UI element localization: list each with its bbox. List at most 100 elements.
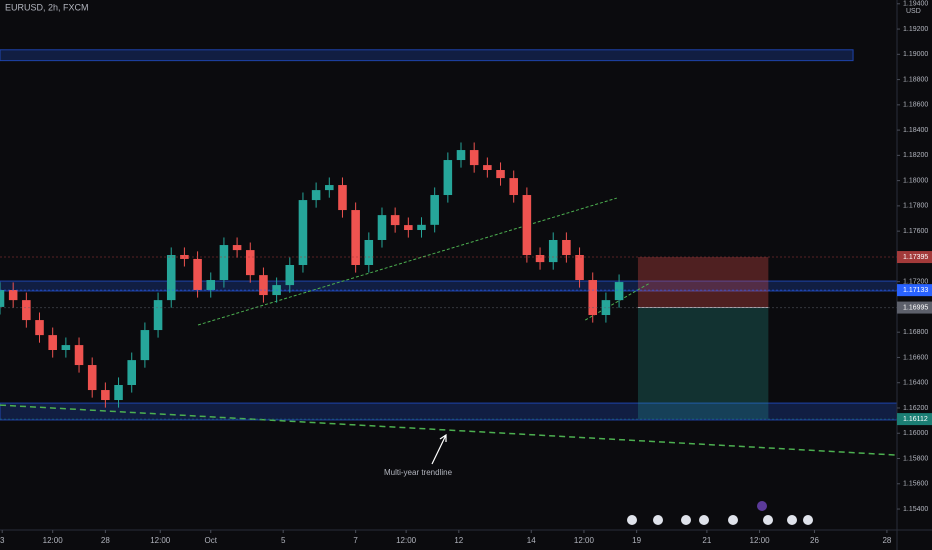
candle-body: [259, 275, 268, 296]
target-zone: [637, 307, 769, 420]
price-label: 1.17133: [903, 287, 928, 294]
candle-body: [298, 200, 308, 265]
y-tick-label: 1.19200: [903, 26, 928, 33]
x-tick-label: 28: [882, 536, 891, 545]
y-tick-label: 1.18800: [903, 76, 928, 83]
currency: USD: [906, 8, 921, 15]
candle-body: [153, 300, 163, 331]
event-icon: [757, 501, 767, 511]
x-tick-label: 19: [632, 536, 641, 545]
candle-body: [417, 224, 426, 231]
y-tick-label: 1.19000: [903, 51, 928, 58]
candle-body: [351, 210, 360, 265]
event-icon: [787, 515, 797, 525]
y-tick-label: 1.17800: [903, 203, 928, 210]
candle-body: [509, 178, 518, 196]
candle-body: [206, 280, 216, 291]
price-label-bg: [897, 251, 932, 264]
event-icon: [763, 515, 773, 525]
price-label: 1.16112: [903, 416, 928, 423]
x-tick-label: 21: [702, 536, 711, 545]
x-tick-label: 12:00: [396, 536, 417, 545]
y-tick-label: 1.16200: [903, 405, 928, 412]
zone: [0, 49, 854, 62]
y-tick-label: 1.15400: [903, 506, 928, 513]
candle-body: [22, 300, 31, 321]
candle-body: [101, 390, 110, 401]
y-tick-label: 1.17600: [903, 228, 928, 235]
price-label: 1.16995: [903, 304, 928, 311]
trendline: [197, 197, 618, 326]
candle-body: [48, 335, 57, 351]
candle-body: [61, 345, 71, 351]
price-label-bg: [897, 301, 932, 314]
x-tick-label: 12:00: [574, 536, 595, 545]
y-tick-label: 1.19400: [903, 1, 928, 8]
candle-body: [193, 258, 202, 291]
candle-body: [522, 195, 532, 256]
candle-body: [390, 215, 400, 226]
candle-body: [285, 265, 295, 286]
candle-body: [127, 360, 136, 385]
candle-body: [588, 280, 598, 316]
candle-body: [430, 195, 439, 225]
candle-body: [245, 250, 255, 276]
candle-body: [562, 239, 571, 256]
candle-body: [456, 150, 466, 161]
annotation: Multi-year trendline: [384, 468, 453, 477]
x-tick-label: 28: [101, 536, 110, 545]
x-tick-label: 12:00: [43, 536, 64, 545]
y-tick-label: 1.16800: [903, 329, 928, 336]
x-tick-label: 5: [281, 536, 286, 545]
candle-body: [404, 225, 413, 231]
event-icon: [681, 515, 691, 525]
event-icon: [653, 515, 663, 525]
candle-body: [0, 290, 5, 307]
candle-body: [114, 384, 123, 401]
price-label-bg: [897, 413, 932, 426]
candle-body: [74, 345, 84, 366]
candle-body: [140, 330, 150, 361]
candle-body: [232, 245, 242, 251]
candle-body: [469, 150, 479, 166]
x-tick-label: 12:00: [150, 536, 171, 545]
y-tick-label: 1.17200: [903, 279, 928, 286]
event-icon: [627, 515, 637, 525]
event-icons: [627, 501, 813, 525]
candle-body: [548, 239, 558, 263]
annotation-arrow: [431, 433, 447, 465]
plot-area: [0, 49, 898, 456]
candle-body: [325, 185, 334, 191]
y-tick-label: 1.16400: [903, 380, 928, 387]
y-tick-label: 1.15600: [903, 481, 928, 488]
x-tick-label: 12:00: [750, 536, 771, 545]
y-tick-label: 1.18000: [903, 177, 928, 184]
y-tick-label: 1.16600: [903, 354, 928, 361]
candle-body: [443, 160, 453, 196]
y-tick-label: 1.15800: [903, 455, 928, 462]
event-icon: [728, 515, 738, 525]
candle-body: [219, 245, 229, 281]
candle-body: [377, 215, 387, 240]
candle-body: [8, 290, 18, 301]
candle-body: [575, 255, 584, 281]
x-tick-label: 3: [0, 536, 5, 545]
event-icon: [699, 515, 709, 525]
candle-body: [364, 239, 374, 265]
candle-body: [614, 282, 624, 301]
candle-body: [496, 170, 505, 179]
candle-body: [338, 185, 347, 211]
y-tick-label: 1.18600: [903, 102, 928, 109]
y-tick-label: 1.16000: [903, 430, 928, 437]
x-tick-label: Oct: [205, 536, 218, 545]
candle-body: [166, 255, 176, 301]
candle-body: [311, 190, 321, 201]
x-tick-label: 12: [454, 536, 463, 545]
x-tick-label: 7: [353, 536, 358, 545]
price-label-bg: [897, 284, 932, 297]
y-tick-label: 1.18200: [903, 152, 928, 159]
candle-body: [35, 320, 44, 336]
candle-body: [483, 165, 492, 171]
